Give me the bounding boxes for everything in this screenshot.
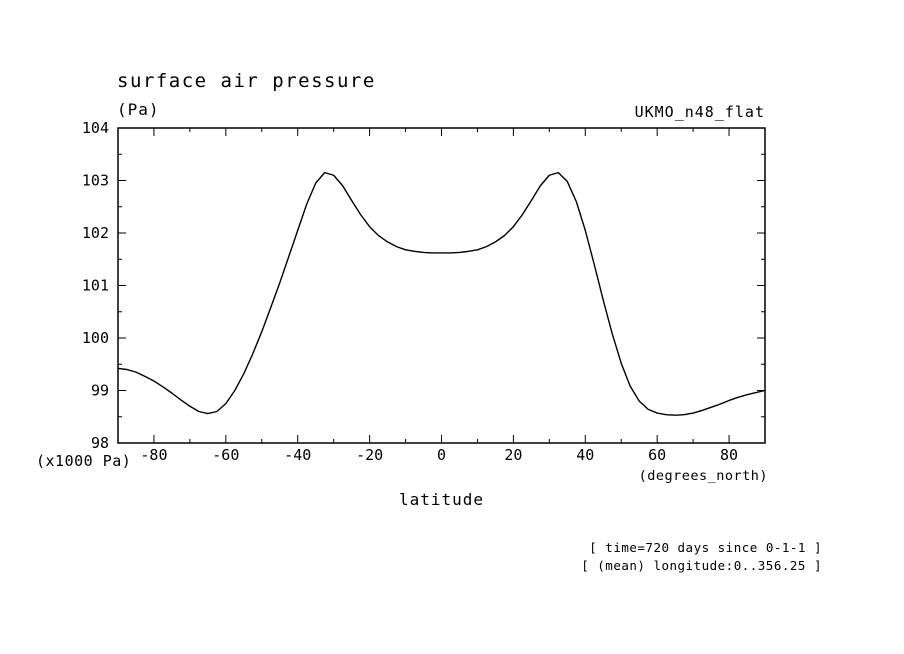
x-tick-label: 80 <box>720 446 738 464</box>
y-tick-label: 98 <box>91 434 109 452</box>
x-tick-label: -80 <box>140 446 167 464</box>
y-tick-label: 100 <box>82 329 109 347</box>
plot-frame <box>117 127 766 444</box>
y-axis-unit-label: (Pa) <box>117 100 160 119</box>
x-tick-label: 40 <box>576 446 594 464</box>
x-tick-label: 20 <box>504 446 522 464</box>
x-axis-unit-label: (degrees_north) <box>638 468 768 484</box>
y-axis-scale-label: (x1000 Pa) <box>36 452 132 470</box>
x-axis-title: latitude <box>398 490 485 509</box>
y-tick-label: 102 <box>82 224 109 242</box>
chart-title: surface air pressure <box>117 70 376 92</box>
y-tick-label: 103 <box>82 172 109 190</box>
dataset-label: UKMO_n48_flat <box>634 103 765 121</box>
y-tick-label: 99 <box>91 382 109 400</box>
x-tick-label: 60 <box>648 446 666 464</box>
y-tick-label: 104 <box>82 119 109 137</box>
annotation-longitude: [ (mean) longitude:0..356.25 ] <box>581 558 822 573</box>
annotation-time: [ time=720 days since 0-1-1 ] <box>589 540 822 555</box>
x-tick-label: 0 <box>437 446 446 464</box>
x-tick-label: -40 <box>284 446 311 464</box>
x-tick-label: -60 <box>212 446 239 464</box>
pressure-curve <box>117 171 766 416</box>
x-tick-label: -20 <box>356 446 383 464</box>
y-tick-label: 101 <box>82 277 109 295</box>
